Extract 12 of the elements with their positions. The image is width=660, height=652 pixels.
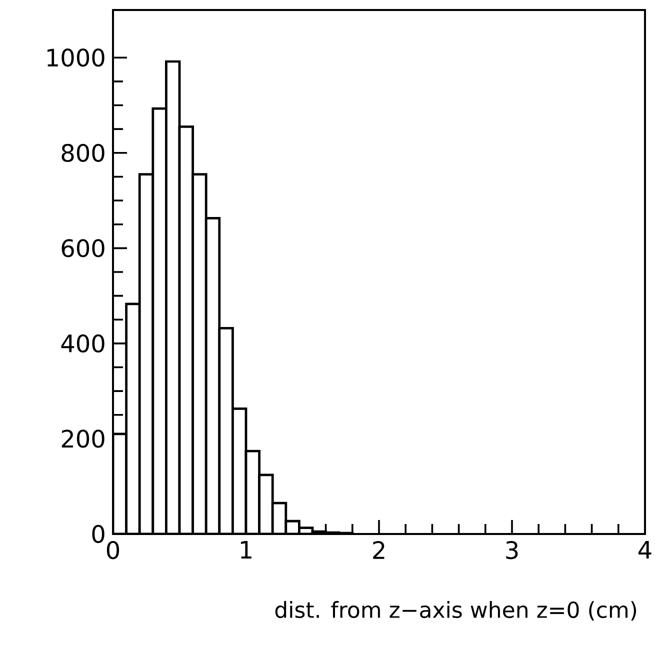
x-tick-label: 1	[241, 541, 252, 559]
y-tick-label: 400	[61, 334, 104, 353]
x-axis-title: dist. from z−axis when z=0 (cm)	[275, 601, 636, 621]
y-tick-label: 0	[92, 524, 104, 544]
y-tick-label: 800	[62, 144, 104, 162]
y-tick-label: 600	[62, 239, 104, 258]
y-tick-label: 1000	[47, 48, 104, 67]
y-tick-label: 200	[62, 430, 104, 448]
x-tick-label: 4	[638, 541, 652, 559]
x-tick-label: 2	[373, 541, 384, 559]
x-tick-label: 0	[106, 541, 120, 560]
x-tick-label: 3	[506, 541, 518, 560]
